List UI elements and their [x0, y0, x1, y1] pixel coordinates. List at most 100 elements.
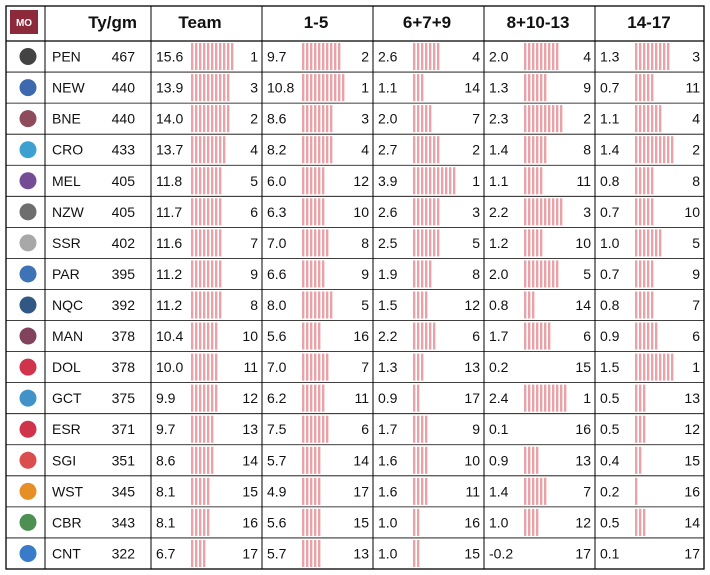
bar-stripe: [532, 384, 535, 412]
value-label: 8.1: [156, 514, 176, 530]
bar-stripe: [191, 167, 194, 195]
bar-stripe: [417, 198, 420, 226]
bar-stripe: [425, 291, 428, 319]
team-abbreviation: MAN: [52, 328, 83, 344]
bar-stripe: [635, 291, 638, 319]
rank-label: 3: [583, 204, 591, 220]
bar-stripe: [314, 353, 317, 381]
value-label: 2.6: [378, 49, 398, 65]
bar-stripe: [314, 477, 317, 505]
bar-stripe: [429, 198, 432, 226]
sea-eagle-logo: [19, 327, 37, 345]
bar-stripe: [203, 198, 206, 226]
value-label: 0.7: [600, 204, 620, 220]
value-label: 1.3: [489, 80, 509, 96]
bar-stripe: [215, 291, 218, 319]
table-row: WST 345 8.1 15 4.9 17 1.6 11 1.4 7 0.2 16: [19, 482, 700, 500]
bar-stripe: [421, 136, 424, 164]
rank-label: 1: [472, 173, 480, 189]
value-label: 1.1: [489, 173, 509, 189]
value-bar: [302, 198, 325, 226]
bar-stripe: [552, 384, 555, 412]
value-label: 0.9: [489, 452, 509, 468]
bar-stripe: [639, 322, 642, 350]
rank-label: 17: [353, 483, 369, 499]
value-bar: [635, 260, 654, 288]
bar-stripe: [639, 198, 642, 226]
bar-stripe: [643, 291, 646, 319]
bar-stripe: [199, 322, 202, 350]
rank-label: 2: [472, 142, 480, 158]
rank-label: 7: [472, 111, 480, 127]
bar-stripe: [532, 508, 535, 536]
rank-label: 15: [464, 545, 480, 561]
value-label: 1.5: [600, 359, 620, 375]
bar-stripe: [651, 198, 654, 226]
value-bar: [635, 322, 658, 350]
value-bar: [302, 43, 341, 71]
value-label: 0.2: [600, 483, 620, 499]
bar-stripe: [552, 198, 555, 226]
bar-stripe: [211, 384, 214, 412]
bar-stripe: [203, 322, 206, 350]
bar-stripe: [191, 415, 194, 443]
bar-stripe: [191, 322, 194, 350]
bar-stripe: [191, 74, 194, 102]
value-bar: [635, 105, 662, 133]
value-label: 1.4: [600, 142, 620, 158]
rank-label: 9: [583, 80, 591, 96]
bar-stripe: [219, 43, 222, 71]
bar-stripe: [211, 136, 214, 164]
bar-stripe: [425, 105, 428, 133]
bar-stripe: [635, 322, 638, 350]
rank-label: 11: [576, 173, 591, 189]
bar-stripe: [536, 229, 539, 257]
bar-stripe: [306, 260, 309, 288]
bar-stripe: [211, 167, 214, 195]
bar-stripe: [302, 353, 305, 381]
bar-stripe: [306, 446, 309, 474]
bar-stripe: [207, 415, 210, 443]
bar-stripe: [639, 167, 642, 195]
value-bar: [524, 508, 539, 536]
bar-stripe: [306, 539, 309, 567]
bar-stripe: [322, 74, 325, 102]
value-label: 1.0: [489, 514, 509, 530]
bar-stripe: [203, 415, 206, 443]
bar-stripe: [326, 74, 329, 102]
bar-stripe: [643, 322, 646, 350]
value-label: 0.4: [600, 452, 620, 468]
bar-stripe: [429, 260, 432, 288]
bar-stripe: [635, 43, 638, 71]
value-label: 8.0: [267, 297, 287, 313]
bar-stripe: [318, 446, 321, 474]
bar-stripe: [199, 508, 202, 536]
bar-stripe: [643, 384, 646, 412]
tries-per-game: 402: [112, 235, 136, 251]
table-row: NEW 440 13.9 3 10.8 1 1.1 14 1.3 9 0.7 11: [19, 79, 700, 97]
tries-per-game: 405: [112, 173, 136, 189]
bar-stripe: [191, 260, 194, 288]
bar-stripe: [536, 384, 539, 412]
rank-label: 9: [361, 266, 369, 282]
bar-stripe: [639, 74, 642, 102]
bar-stripe: [655, 353, 658, 381]
bar-stripe: [528, 384, 531, 412]
bar-stripe: [302, 384, 305, 412]
bar-stripe: [643, 353, 646, 381]
bar-stripe: [421, 446, 424, 474]
bar-stripe: [306, 198, 309, 226]
bar-stripe: [219, 198, 222, 226]
bar-stripe: [536, 136, 539, 164]
bar-stripe: [540, 136, 543, 164]
bar-stripe: [544, 136, 547, 164]
rank-label: 4: [250, 142, 258, 158]
bar-stripe: [635, 74, 638, 102]
bar-stripe: [215, 260, 218, 288]
bar-stripe: [314, 260, 317, 288]
value-label: 15.6: [156, 49, 183, 65]
cowboy-logo: [19, 296, 37, 314]
raider-logo: [19, 513, 37, 531]
bar-stripe: [663, 43, 666, 71]
bar-stripe: [207, 198, 210, 226]
